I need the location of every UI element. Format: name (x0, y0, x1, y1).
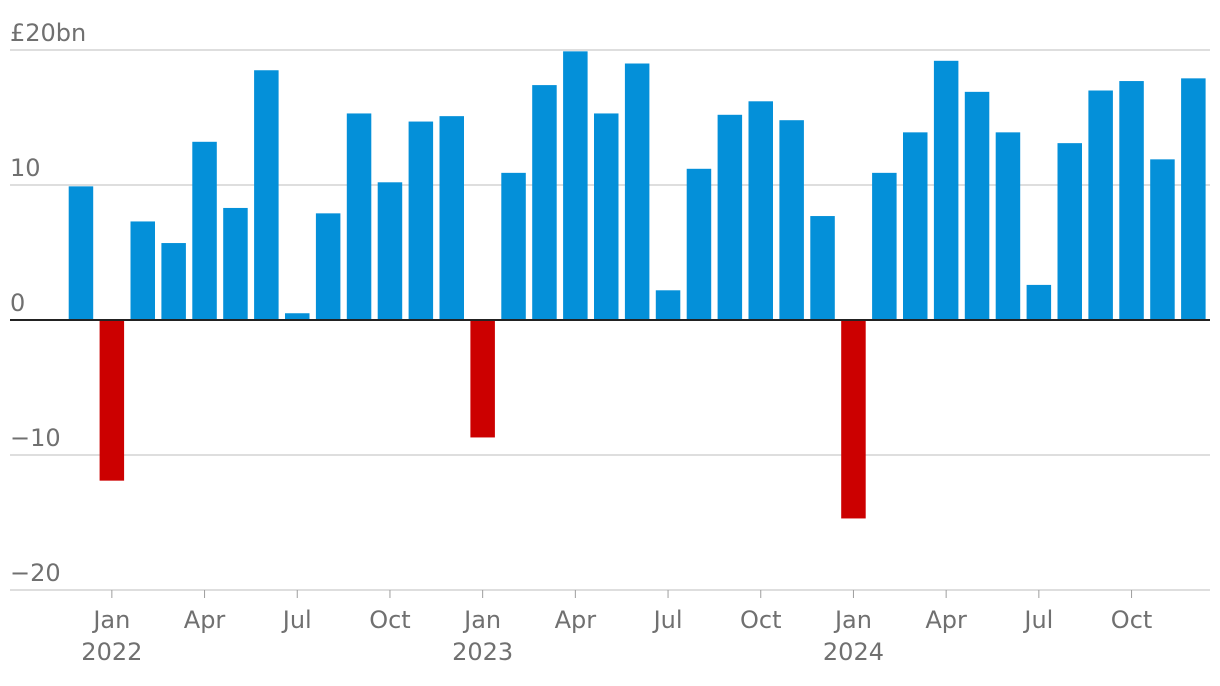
bar (1150, 159, 1175, 320)
x-tick-label: Jul (281, 606, 312, 634)
bar (223, 207, 248, 320)
bar (810, 216, 835, 320)
bar (161, 243, 186, 320)
x-year-label: 2023 (452, 638, 513, 666)
y-tick-label: −20 (10, 559, 61, 587)
bar (717, 114, 743, 320)
x-year-label: 2024 (823, 638, 884, 666)
bar (130, 221, 155, 320)
x-tick-label: Oct (1111, 606, 1153, 634)
x-tick-label: Oct (369, 606, 411, 634)
y-tick-label: −10 (10, 424, 61, 452)
y-tick-label: 10 (10, 154, 41, 182)
x-tick-label: Apr (555, 606, 597, 634)
bar (655, 290, 681, 320)
y-tick-label: 0 (10, 289, 25, 317)
bars (68, 51, 1206, 519)
x-tick-label: Apr (184, 606, 226, 634)
bar (68, 186, 94, 320)
bar (254, 70, 279, 320)
bar (285, 313, 310, 320)
y-tick-label: £20bn (10, 19, 86, 47)
bar (532, 85, 557, 320)
bar (995, 132, 1021, 320)
bar (99, 320, 125, 481)
x-tick-label: Jan (833, 606, 872, 634)
x-year-label: 2022 (81, 638, 142, 666)
bar (501, 172, 526, 320)
bar (686, 168, 712, 320)
bar (624, 63, 650, 320)
x-tick-label: Oct (740, 606, 782, 634)
bar (903, 132, 928, 320)
bar (563, 51, 588, 320)
bar (841, 320, 866, 519)
x-tick-label: Jul (1022, 606, 1053, 634)
x-tick-label: Jul (652, 606, 683, 634)
bar (933, 60, 959, 321)
x-axis: Jan 2022 Apr Jul Oct Jan 2023 Apr Jul Oct Jan 2024 A… (81, 590, 1152, 666)
bar (346, 113, 372, 320)
bar (470, 320, 495, 438)
bar (1057, 143, 1082, 320)
bar (964, 91, 990, 320)
x-tick-label: Jan (91, 606, 130, 634)
bar (377, 182, 403, 320)
x-tick-label: Jan (462, 606, 501, 634)
bar (1181, 78, 1206, 320)
bar (779, 120, 804, 320)
bar (315, 213, 341, 320)
bar (439, 116, 464, 321)
bar (872, 172, 897, 320)
bar (192, 141, 217, 320)
bar (594, 113, 619, 320)
bar (1088, 90, 1113, 320)
bar (1026, 284, 1052, 320)
bar (748, 101, 773, 320)
y-axis: £20bn 10 0 −10 −20 (10, 19, 86, 587)
x-tick-label: Apr (925, 606, 967, 634)
bar (408, 121, 434, 320)
bar (1119, 81, 1144, 320)
